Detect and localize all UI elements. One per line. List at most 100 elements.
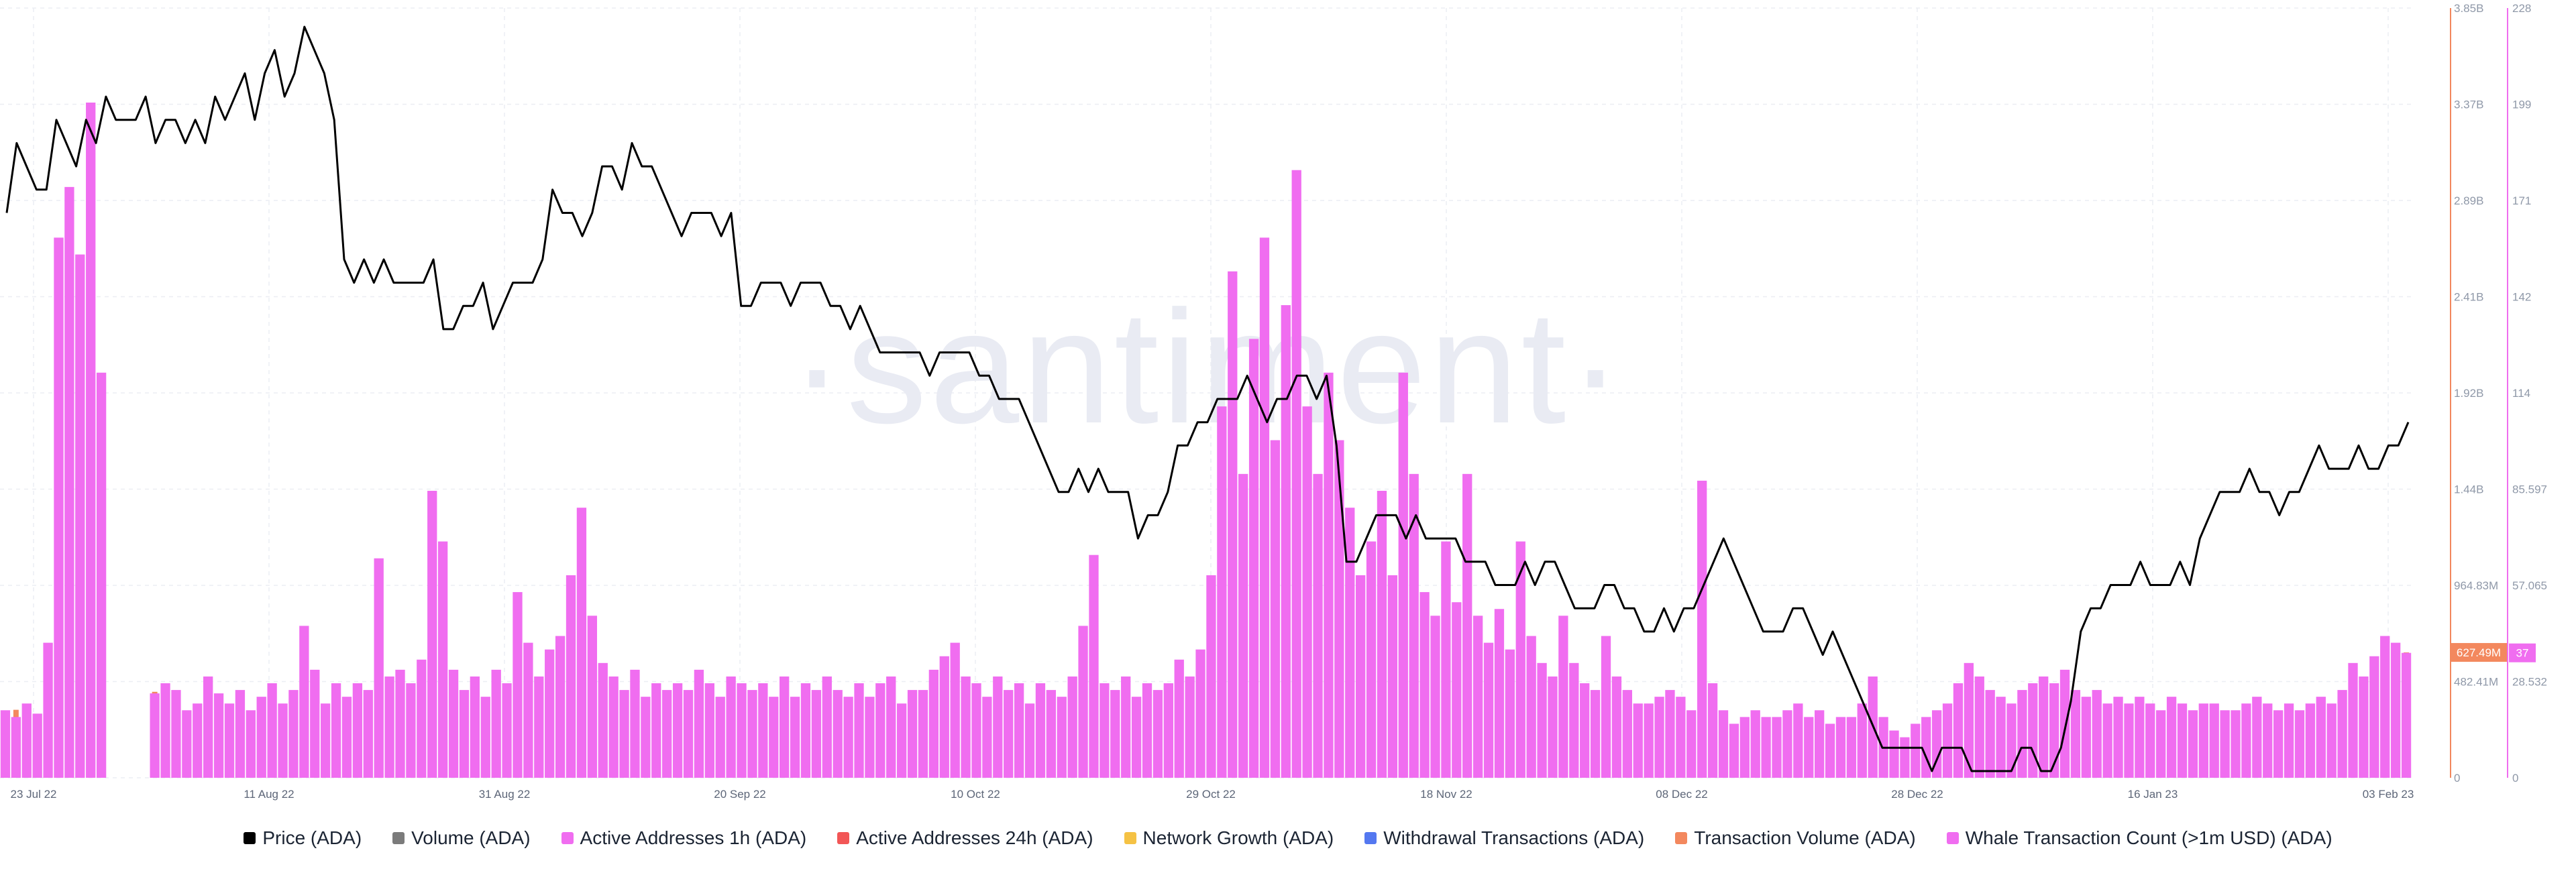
whale-count-bar bbox=[1782, 710, 1792, 778]
whale-count-bar bbox=[1911, 723, 1921, 778]
whale-count-tick-label: 228 bbox=[2512, 2, 2531, 15]
whale-count-bar bbox=[341, 697, 352, 778]
whale-count-bar bbox=[363, 690, 373, 778]
legend-item[interactable]: Transaction Volume (ADA) bbox=[1675, 827, 1916, 849]
whale-count-bar bbox=[182, 710, 192, 778]
whale-count-bar bbox=[662, 690, 672, 778]
legend-label: Active Addresses 24h (ADA) bbox=[856, 827, 1093, 848]
whale-count-bar bbox=[1707, 683, 1718, 778]
whale-count-bar bbox=[267, 683, 277, 778]
whale-count-bar bbox=[1281, 305, 1291, 778]
legend-item[interactable]: Network Growth (ADA) bbox=[1124, 827, 1334, 849]
whale-count-bar bbox=[1686, 710, 1697, 778]
whale-count-bar bbox=[278, 703, 288, 778]
whale-count-bar bbox=[1387, 575, 1398, 778]
legend-item[interactable]: Price (ADA) bbox=[244, 827, 362, 849]
whale-count-bar bbox=[203, 676, 213, 778]
legend-swatch bbox=[1675, 832, 1688, 844]
whale-count-bar bbox=[96, 372, 107, 778]
transaction-volume-tick-label: 0 bbox=[2454, 772, 2460, 784]
whale-count-bar bbox=[2198, 703, 2208, 778]
whale-count-bar bbox=[1814, 710, 1825, 778]
transaction-volume-current-badge bbox=[2451, 643, 2507, 662]
legend-item[interactable]: Active Addresses 1h (ADA) bbox=[561, 827, 807, 849]
legend-item[interactable]: Withdrawal Transactions (ADA) bbox=[1364, 827, 1644, 849]
whale-count-bar bbox=[513, 592, 523, 778]
whale-count-bar bbox=[43, 642, 53, 778]
whale-count-bar bbox=[502, 683, 512, 778]
legend-label: Volume (ADA) bbox=[411, 827, 531, 848]
whale-count-tick-label: 171 bbox=[2512, 194, 2531, 207]
whale-count-tick-label: 57.065 bbox=[2512, 579, 2547, 592]
whale-count-bar bbox=[566, 575, 576, 778]
legend-swatch bbox=[392, 832, 405, 844]
whale-count-bar bbox=[1472, 616, 1483, 778]
whale-count-bar bbox=[2241, 703, 2251, 778]
legend-item[interactable]: Whale Transaction Count (>1m USD) (ADA) bbox=[1946, 827, 2332, 849]
whale-count-bar bbox=[1942, 703, 1953, 778]
legend-item[interactable]: Volume (ADA) bbox=[392, 827, 531, 849]
whale-count-bar bbox=[1057, 697, 1067, 778]
whale-count-bar bbox=[448, 669, 459, 778]
whale-count-bar bbox=[1739, 717, 1750, 778]
transaction-volume-tick-label: 3.37B bbox=[2454, 99, 2483, 111]
whale-count-bar bbox=[1419, 592, 1430, 778]
whale-count-bar bbox=[2028, 683, 2038, 778]
legend-item[interactable]: Active Addresses 24h (ADA) bbox=[837, 827, 1093, 849]
whale-count-bar bbox=[694, 669, 704, 778]
whale-count-bar bbox=[1452, 602, 1462, 778]
whale-count-bar bbox=[1334, 440, 1344, 778]
whale-count-bar bbox=[2006, 703, 2017, 778]
whale-count-bar bbox=[1804, 717, 1814, 778]
whale-count-bar bbox=[21, 703, 32, 778]
whale-count-bar bbox=[1345, 508, 1355, 778]
whale-count-bar bbox=[310, 669, 320, 778]
x-axis-tick-label: 20 Sep 22 bbox=[714, 788, 766, 801]
whale-count-bar bbox=[630, 669, 640, 778]
whale-count-bar bbox=[1099, 683, 1110, 778]
transaction-volume-tick-label: 1.44B bbox=[2454, 483, 2483, 496]
whale-count-bar bbox=[982, 697, 992, 778]
whale-count-bar bbox=[918, 690, 928, 778]
transaction-volume-tick-label: 3.85B bbox=[2454, 2, 2483, 15]
whale-count-bar bbox=[1558, 616, 1568, 778]
whale-count-bar bbox=[2177, 703, 2188, 778]
whale-count-bar bbox=[1633, 703, 1643, 778]
whale-count-bar bbox=[2039, 676, 2049, 778]
whale-count-bar bbox=[1430, 616, 1440, 778]
whale-count-bar bbox=[993, 676, 1003, 778]
whale-count-bar bbox=[1355, 575, 1366, 778]
whale-count-bar bbox=[2113, 697, 2123, 778]
whale-count-bar bbox=[1974, 676, 1984, 778]
whale-count-bar bbox=[437, 541, 448, 778]
whale-count-bar bbox=[2326, 703, 2337, 778]
whale-count-bar bbox=[427, 491, 437, 778]
whale-count-bar bbox=[491, 669, 501, 778]
legend-label: Active Addresses 1h (ADA) bbox=[580, 827, 807, 848]
whale-count-bar bbox=[1089, 555, 1099, 778]
whale-count-bar bbox=[780, 676, 790, 778]
whale-count-bar bbox=[459, 690, 470, 778]
whale-count-bar bbox=[193, 703, 203, 778]
x-axis-tick-label: 28 Dec 22 bbox=[1891, 788, 1943, 801]
whale-count-bar bbox=[598, 662, 608, 778]
whale-count-bar bbox=[0, 710, 11, 778]
whale-count-bar bbox=[352, 683, 363, 778]
whale-count-bar bbox=[406, 683, 416, 778]
whale-count-bar bbox=[886, 676, 896, 778]
whale-count-bar bbox=[1004, 690, 1014, 778]
whale-count-bar bbox=[2017, 690, 2027, 778]
whale-count-bar bbox=[2348, 662, 2358, 778]
whale-count-bar bbox=[1537, 662, 1547, 778]
whale-count-bar bbox=[811, 690, 822, 778]
whale-count-bar bbox=[1324, 372, 1334, 778]
whale-count-bar bbox=[1110, 690, 1120, 778]
whale-count-bar bbox=[1217, 406, 1227, 778]
whale-count-bar bbox=[790, 697, 800, 778]
whale-count-bar bbox=[800, 683, 811, 778]
whale-count-bar bbox=[2092, 690, 2102, 778]
whale-count-bar bbox=[971, 683, 981, 778]
whale-count-bar bbox=[1377, 491, 1387, 778]
